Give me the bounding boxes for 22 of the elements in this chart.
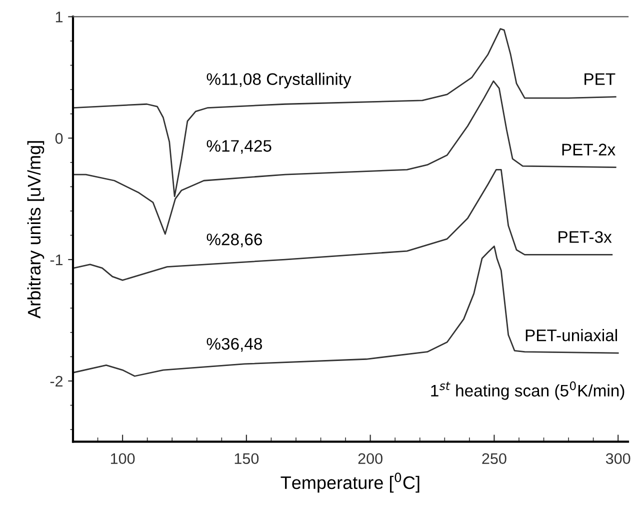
y-tick-label: -1 <box>50 254 63 266</box>
y-tick-label: -2 <box>50 376 63 387</box>
annotation: %36,48 <box>206 338 262 352</box>
annotation: %11,08 Crystallinity <box>206 72 352 88</box>
line-series <box>73 246 619 377</box>
x-tick-label: 250 <box>482 453 506 464</box>
y-axis-title: Arbitrary units [uV/mg] <box>27 141 44 318</box>
x-tick-label: 200 <box>358 453 382 464</box>
y-tick-label: 0 <box>55 132 63 144</box>
series-label: PET <box>584 73 616 85</box>
series-label: PET-3x <box>558 231 612 243</box>
x-tick-label: 150 <box>234 453 259 464</box>
y-tick-label: 1 <box>56 12 63 22</box>
line-series <box>73 169 613 281</box>
series-label: PET-2x <box>562 144 616 156</box>
x-axis-title: Temperature [$^{0}$C] <box>280 472 420 493</box>
annotation: 1$^{st}$ heating scan (5$^{0}$K/min) <box>431 381 624 400</box>
annotation: %17,425 <box>206 140 272 154</box>
x-tick-label: 100 <box>110 453 135 464</box>
annotation: %28,66 <box>206 234 262 248</box>
series-label: PET-uniaxial <box>526 329 617 342</box>
x-tick-label: 300 <box>606 453 630 464</box>
